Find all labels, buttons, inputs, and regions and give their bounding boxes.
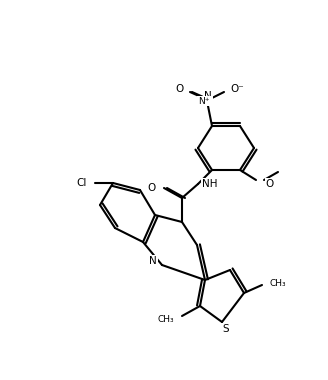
Text: NH: NH	[202, 179, 217, 189]
Text: O: O	[148, 183, 156, 193]
Text: CH₃: CH₃	[157, 315, 174, 325]
Text: CH₃: CH₃	[270, 279, 287, 288]
Text: Cl: Cl	[77, 178, 87, 188]
Text: N: N	[149, 256, 157, 266]
Text: N⁺: N⁺	[198, 97, 210, 106]
Text: O⁻: O⁻	[230, 84, 244, 94]
Text: S: S	[223, 324, 229, 334]
Text: N: N	[204, 91, 212, 101]
Text: O: O	[266, 179, 274, 189]
Text: O: O	[176, 84, 184, 94]
